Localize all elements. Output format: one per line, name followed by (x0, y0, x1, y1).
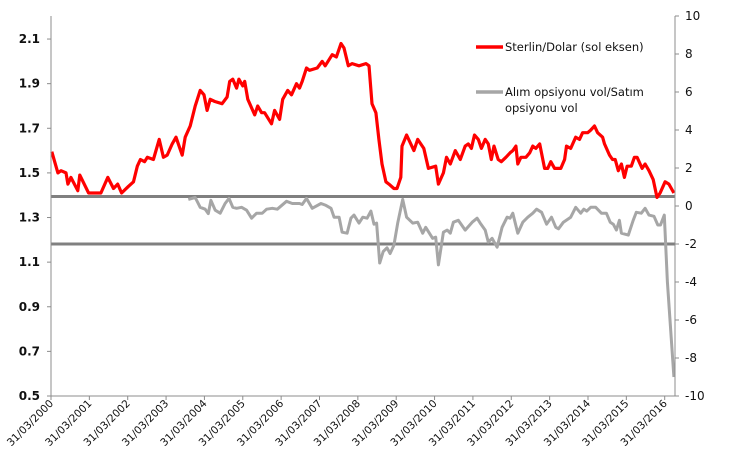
legend: Sterlin/Dolar (sol eksen) Alım opsiyonu … (476, 40, 648, 115)
legend-label-option-vol-ratio: Alım opsiyonu vol/Satım opsiyonu vol (505, 85, 648, 115)
right-tick-label: -6 (685, 313, 697, 327)
right-tick-label: -4 (685, 275, 697, 289)
right-tick-label: 6 (685, 85, 693, 99)
right-tick-label: -2 (685, 237, 697, 251)
series-layer (50, 41, 676, 378)
series-line-0 (50, 41, 676, 199)
left-tick-label: 1.9 (19, 77, 40, 91)
left-tick-label: 0.5 (19, 389, 40, 403)
right-tick-label: 8 (685, 47, 693, 61)
left-tick-label: 1.1 (19, 255, 40, 269)
legend-label-line1: Alım opsiyonu vol/Satım (505, 85, 644, 99)
left-axis-ticks: 0.5 0.7 0.9 1.1 1.3 1.5 1.7 1.9 2.1 (19, 32, 51, 403)
right-tick-label: 4 (685, 123, 693, 137)
right-tick-label: 10 (685, 9, 700, 23)
left-tick-label: 0.9 (19, 300, 40, 314)
legend-label-line2: opsiyonu vol (505, 101, 578, 115)
legend-item-option-vol-ratio: Alım opsiyonu vol/Satım opsiyonu vol (476, 85, 648, 115)
reference-lines (51, 195, 675, 246)
x-axis-ticks: 31/03/200031/03/200131/03/200231/03/2003… (5, 396, 670, 449)
left-tick-label: 2.1 (19, 32, 40, 46)
legend-item-sterlin-dolar: Sterlin/Dolar (sol eksen) (476, 40, 644, 54)
right-tick-label: -10 (685, 389, 705, 403)
left-tick-label: 0.7 (19, 344, 40, 358)
series-0 (50, 41, 676, 199)
legend-label-sterlin-dolar: Sterlin/Dolar (sol eksen) (505, 40, 644, 54)
series-1 (187, 196, 676, 378)
right-tick-label: -8 (685, 351, 697, 365)
left-tick-label: 1.3 (19, 211, 40, 225)
series-line-1 (187, 196, 676, 378)
right-axis-ticks: -10 -8 -6 -4 -2 0 2 4 6 8 10 (675, 9, 705, 403)
right-tick-label: 0 (685, 199, 693, 213)
right-tick-label: 2 (685, 161, 693, 175)
left-tick-label: 1.7 (19, 121, 40, 135)
left-tick-label: 1.5 (19, 166, 40, 180)
